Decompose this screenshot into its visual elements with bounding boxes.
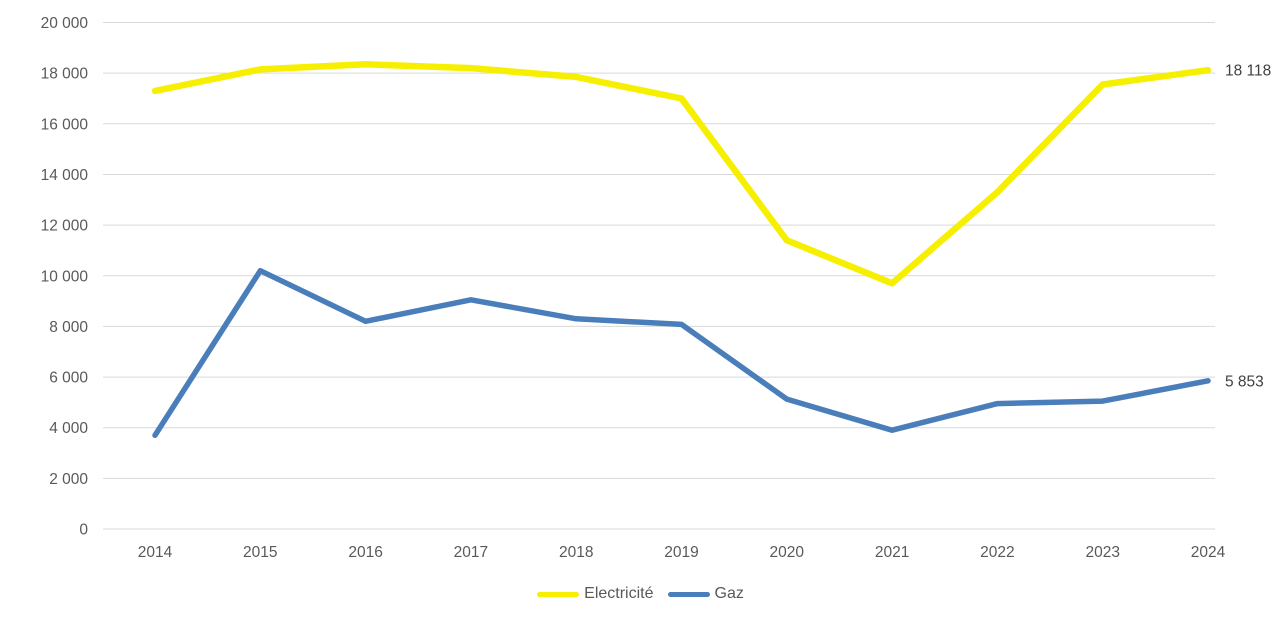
x-axis-tick-label: 2024 xyxy=(1191,544,1226,561)
legend-item-electricite[interactable]: Electricité xyxy=(537,585,654,602)
x-axis-tick-label: 2018 xyxy=(559,544,593,561)
legend-item-gaz[interactable]: Gaz xyxy=(667,585,744,602)
y-axis-tick-label: 12 000 xyxy=(41,218,89,235)
y-axis-tick-label: 14 000 xyxy=(41,167,89,184)
series-end-data-label-electricite: 18 118 xyxy=(1225,63,1271,80)
legend-label-gaz: Gaz xyxy=(714,585,744,602)
y-axis-tick-label: 4 000 xyxy=(49,420,88,437)
y-axis-tick-label: 2 000 xyxy=(49,471,88,488)
x-axis-tick-label: 2021 xyxy=(875,544,909,561)
y-axis-tick-label: 20 000 xyxy=(41,15,89,32)
series-end-data-label-gaz: 5 853 xyxy=(1225,373,1264,390)
y-axis-tick-label: 6 000 xyxy=(49,370,88,387)
series-line-electricite[interactable] xyxy=(151,61,1212,287)
x-axis-tick-label: 2019 xyxy=(664,544,698,561)
y-axis-tick-label: 16 000 xyxy=(41,116,89,133)
series-line-gaz[interactable] xyxy=(152,267,1211,439)
x-axis-tick-label: 2017 xyxy=(454,544,488,561)
legend-label-electricite: Electricité xyxy=(584,585,654,602)
x-axis-tick-label: 2015 xyxy=(243,544,277,561)
y-axis-tick-label: 0 xyxy=(79,522,88,539)
x-axis-tick-label: 2022 xyxy=(980,544,1014,561)
legend-line-swatch-gaz xyxy=(667,591,710,597)
x-axis-tick-label: 2014 xyxy=(138,544,173,561)
y-axis-tick-label: 10 000 xyxy=(41,268,89,285)
x-axis-tick-label: 2023 xyxy=(1085,544,1119,561)
legend-line-swatch-electricite xyxy=(537,591,580,597)
chart-legend: Electricité Gaz xyxy=(0,578,1281,610)
x-axis-tick-label: 2020 xyxy=(770,544,805,561)
x-axis-tick-label: 2016 xyxy=(348,544,382,561)
y-axis-tick-label: 8 000 xyxy=(49,319,88,336)
y-axis-tick-label: 18 000 xyxy=(41,66,89,83)
